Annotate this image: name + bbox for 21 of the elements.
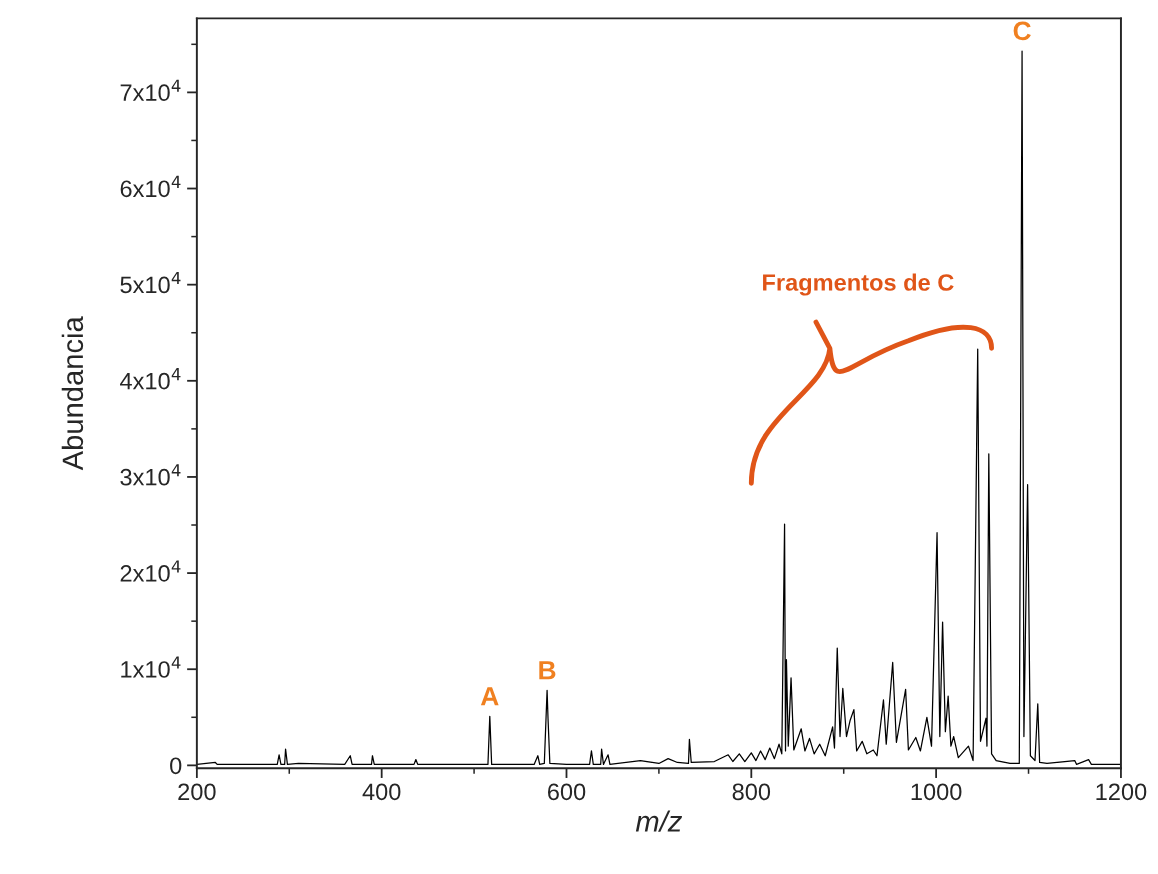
y-tick-label: 3x10$^{4}$ [120, 464, 181, 486]
annotation: C [1013, 21, 1031, 41]
y-tick-label: 2x10$^{4}$ [120, 560, 181, 582]
line-series [196, 50, 1121, 766]
y-axis-title: Abundancia [61, 316, 84, 471]
annotation: B [539, 661, 556, 680]
y-tick-label: 5x10$^{4}$ [120, 271, 181, 294]
y-tick-label: 6x10$^{4}$ [120, 175, 181, 198]
x-tick-label: 400 [362, 783, 401, 801]
annotation: Fragmentos de C [763, 273, 954, 296]
x-tick-label: 800 [732, 783, 771, 801]
x-tick-label: 600 [548, 783, 586, 801]
y-tick-label: 1x10$^{4}$ [121, 656, 181, 678]
y-tick-label: 7x10$^{4}$ [120, 79, 181, 102]
x-axis-title: m/z [635, 810, 682, 832]
x-tick-label: 1000 [911, 783, 962, 801]
annotation: A [480, 687, 499, 706]
x-tick-label: 200 [178, 783, 216, 801]
y-tick-label: 4x10$^{4}$ [120, 368, 181, 390]
y-tick-label: 0 [170, 757, 182, 775]
x-tick-label: 1200 [1096, 783, 1147, 801]
